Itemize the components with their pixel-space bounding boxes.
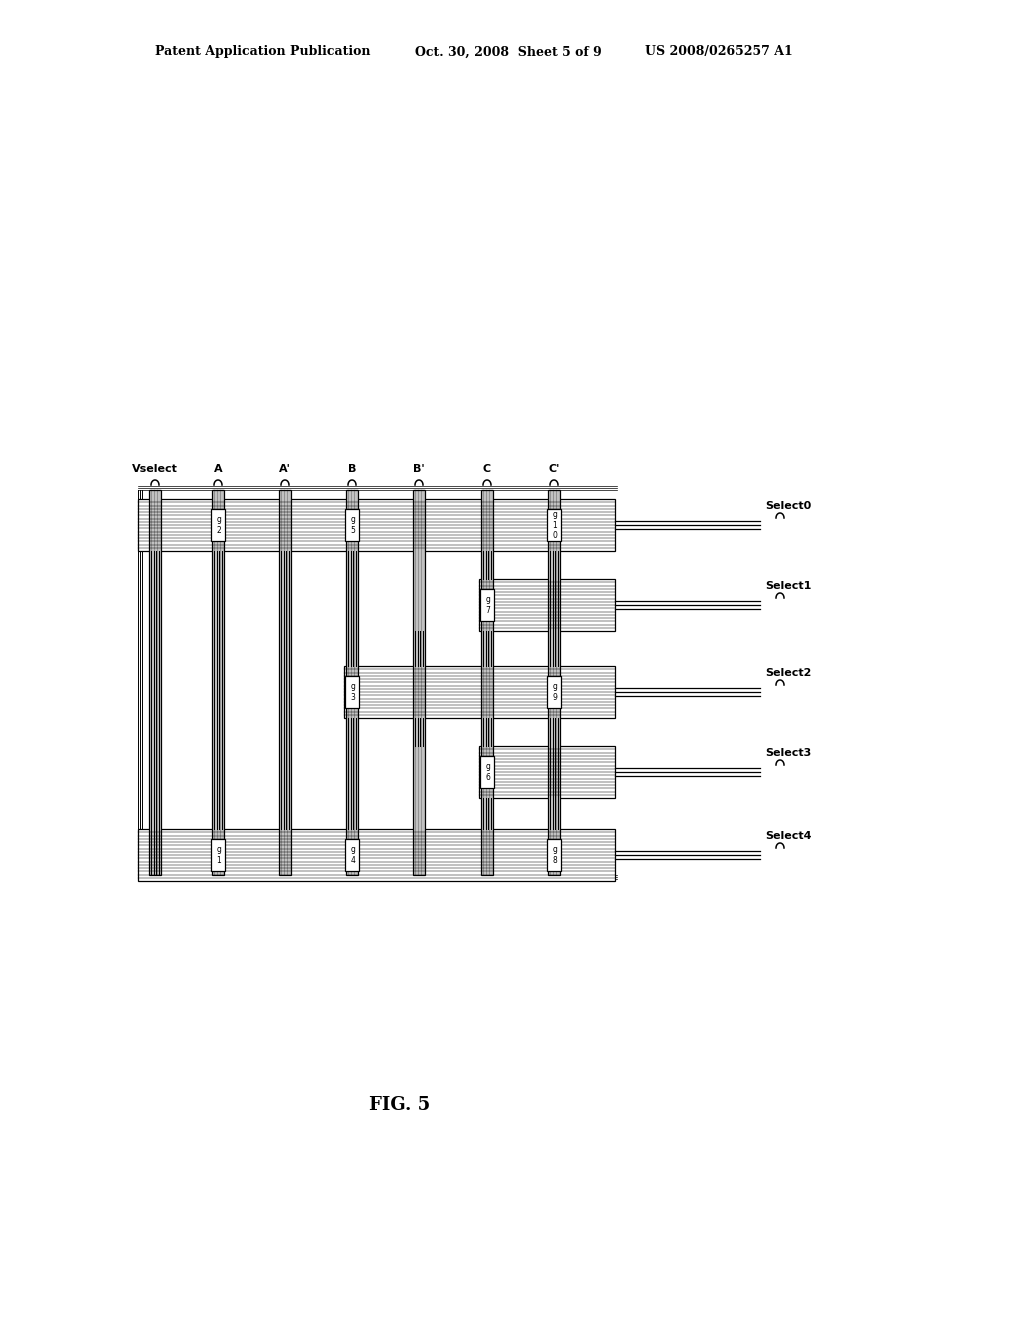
Text: g
8: g 8 [553,845,557,865]
Text: g
9: g 9 [553,682,557,702]
Text: g
5: g 5 [350,515,355,535]
Bar [345,676,359,708]
Text: B': B' [414,465,425,474]
Bar [481,490,493,875]
Text: Patent Application Publication: Patent Application Publication [155,45,371,58]
Text: g
3: g 3 [350,682,355,702]
Text: g
1
0: g 1 0 [553,510,557,540]
Text: g
1: g 1 [216,845,221,865]
Bar [480,589,494,620]
Bar [211,840,225,871]
Bar [547,676,561,708]
Text: FIG. 5: FIG. 5 [370,1096,431,1114]
Bar [480,756,494,788]
Bar [344,667,615,718]
Text: Oct. 30, 2008  Sheet 5 of 9: Oct. 30, 2008 Sheet 5 of 9 [415,45,602,58]
Text: C: C [483,465,492,474]
Bar [279,490,291,875]
Bar [479,579,615,631]
Bar [150,490,161,875]
Text: g
6: g 6 [485,762,490,781]
Text: g
7: g 7 [485,595,490,615]
Bar [547,840,561,871]
Text: A': A' [280,465,291,474]
Text: US 2008/0265257 A1: US 2008/0265257 A1 [645,45,793,58]
Text: Select2: Select2 [765,668,811,678]
Text: C': C' [548,465,560,474]
Bar [345,840,359,871]
Text: g
2: g 2 [216,515,221,535]
Bar [345,510,359,541]
Text: B: B [348,465,356,474]
Bar [547,510,561,541]
Text: Select4: Select4 [765,832,811,841]
Text: A: A [214,465,222,474]
Text: Select1: Select1 [765,581,811,591]
Text: Select3: Select3 [765,748,811,758]
Text: Select0: Select0 [765,502,811,511]
Bar [548,490,560,875]
Bar [346,490,358,875]
Text: Vselect: Vselect [132,465,178,474]
Bar [479,746,615,799]
Bar [212,490,224,875]
Bar [211,510,225,541]
Bar [138,829,615,880]
Text: g
4: g 4 [350,845,355,865]
Bar [138,499,615,550]
Bar [413,490,425,875]
